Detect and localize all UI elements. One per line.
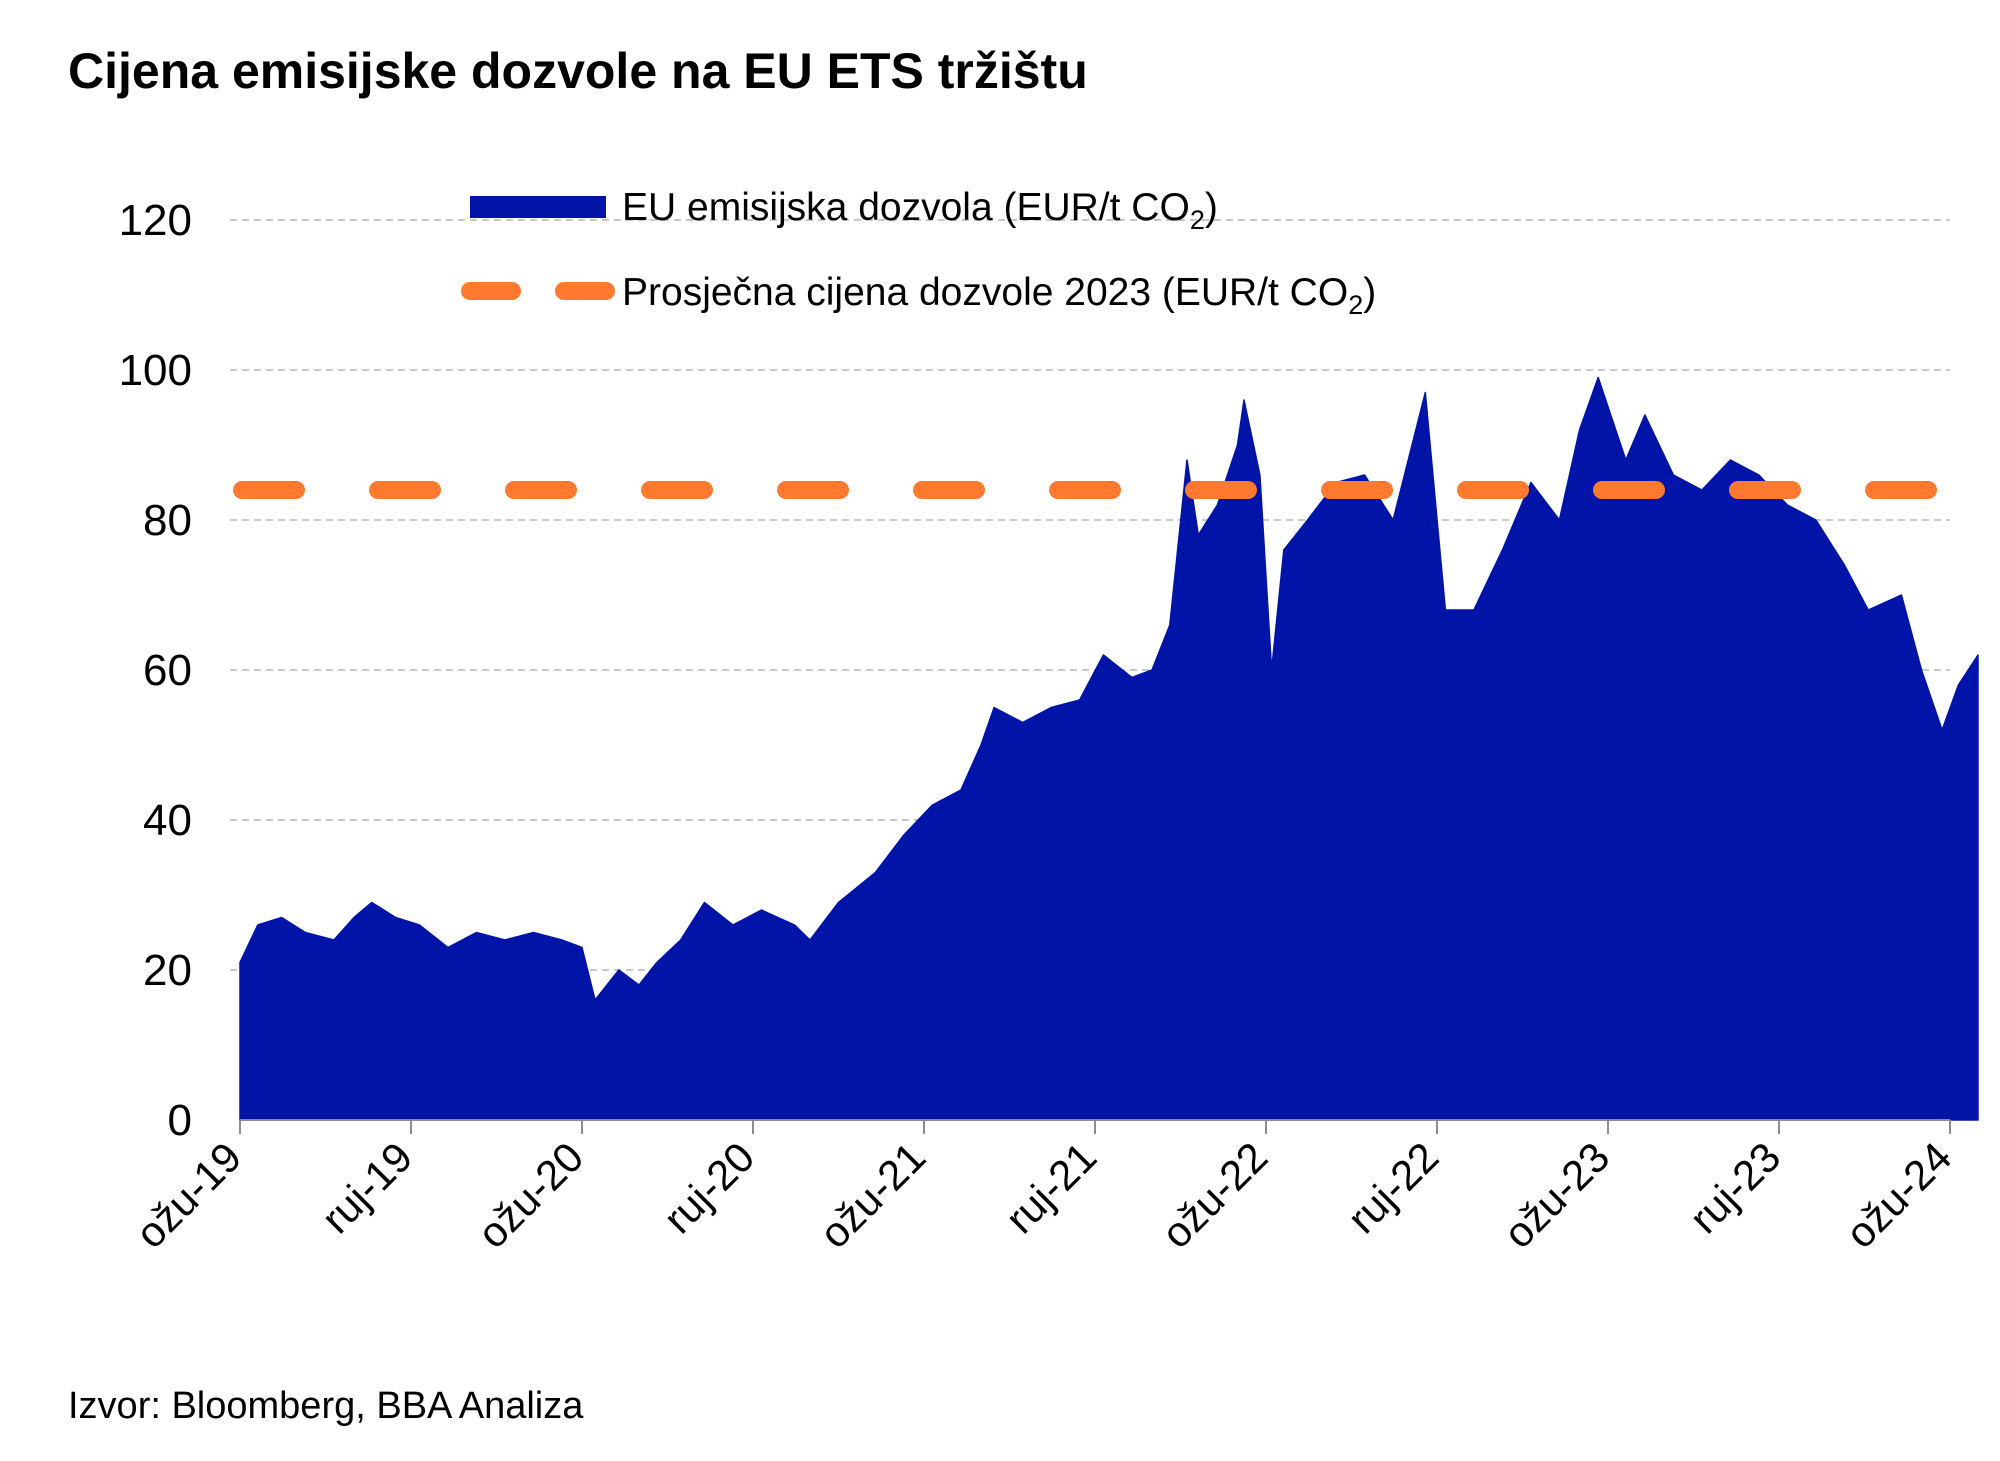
x-tick-label: ožu-20 <box>468 1133 592 1257</box>
x-tick-label: ruj-19 <box>312 1133 421 1242</box>
legend-label: EU emisijska dozvola (EUR/t CO2) <box>622 186 1218 235</box>
legend: EU emisijska dozvola (EUR/t CO2) Prosječn… <box>461 186 1376 320</box>
y-tick-label: 0 <box>168 1096 192 1145</box>
x-tick-label: ruj-23 <box>1680 1133 1789 1242</box>
series-area-eu-allowance <box>239 376 1979 1121</box>
x-tick-label: ožu-24 <box>1836 1133 1960 1257</box>
x-tick-label: ožu-23 <box>1494 1133 1618 1257</box>
x-tick-label: ruj-20 <box>654 1133 763 1242</box>
y-tick-label: 40 <box>143 796 192 845</box>
x-axis <box>239 1119 1951 1134</box>
legend-swatch-area <box>470 196 606 218</box>
x-tick-label: ožu-21 <box>810 1133 934 1257</box>
y-tick-label: 80 <box>143 496 192 545</box>
area-layer <box>239 376 1979 1121</box>
legend-label: Prosječna cijena dozvole 2023 (EUR/t CO2… <box>622 271 1376 320</box>
x-tick-label: ožu-22 <box>1152 1133 1276 1257</box>
y-tick-label: 100 <box>119 346 192 395</box>
x-tick-label: ruj-22 <box>1338 1133 1447 1242</box>
x-tick-label: ožu-19 <box>126 1133 250 1257</box>
x-tick-label: ruj-21 <box>996 1133 1105 1242</box>
y-tick-label: 20 <box>143 946 192 995</box>
y-axis-ticks: 0 20 40 60 80 100 120 <box>119 196 192 1145</box>
chart-title: Cijena emisijske dozvole na EU ETS tržiš… <box>68 43 1088 99</box>
x-axis-ticks: ožu-19 ruj-19 ožu-20 ruj-20 ožu-21 ruj-21 ožu-… <box>126 1133 1960 1257</box>
y-tick-label: 120 <box>119 196 192 245</box>
source-note: Izvor: Bloomberg, BBA Analiza <box>68 1385 584 1427</box>
y-tick-label: 60 <box>143 646 192 695</box>
